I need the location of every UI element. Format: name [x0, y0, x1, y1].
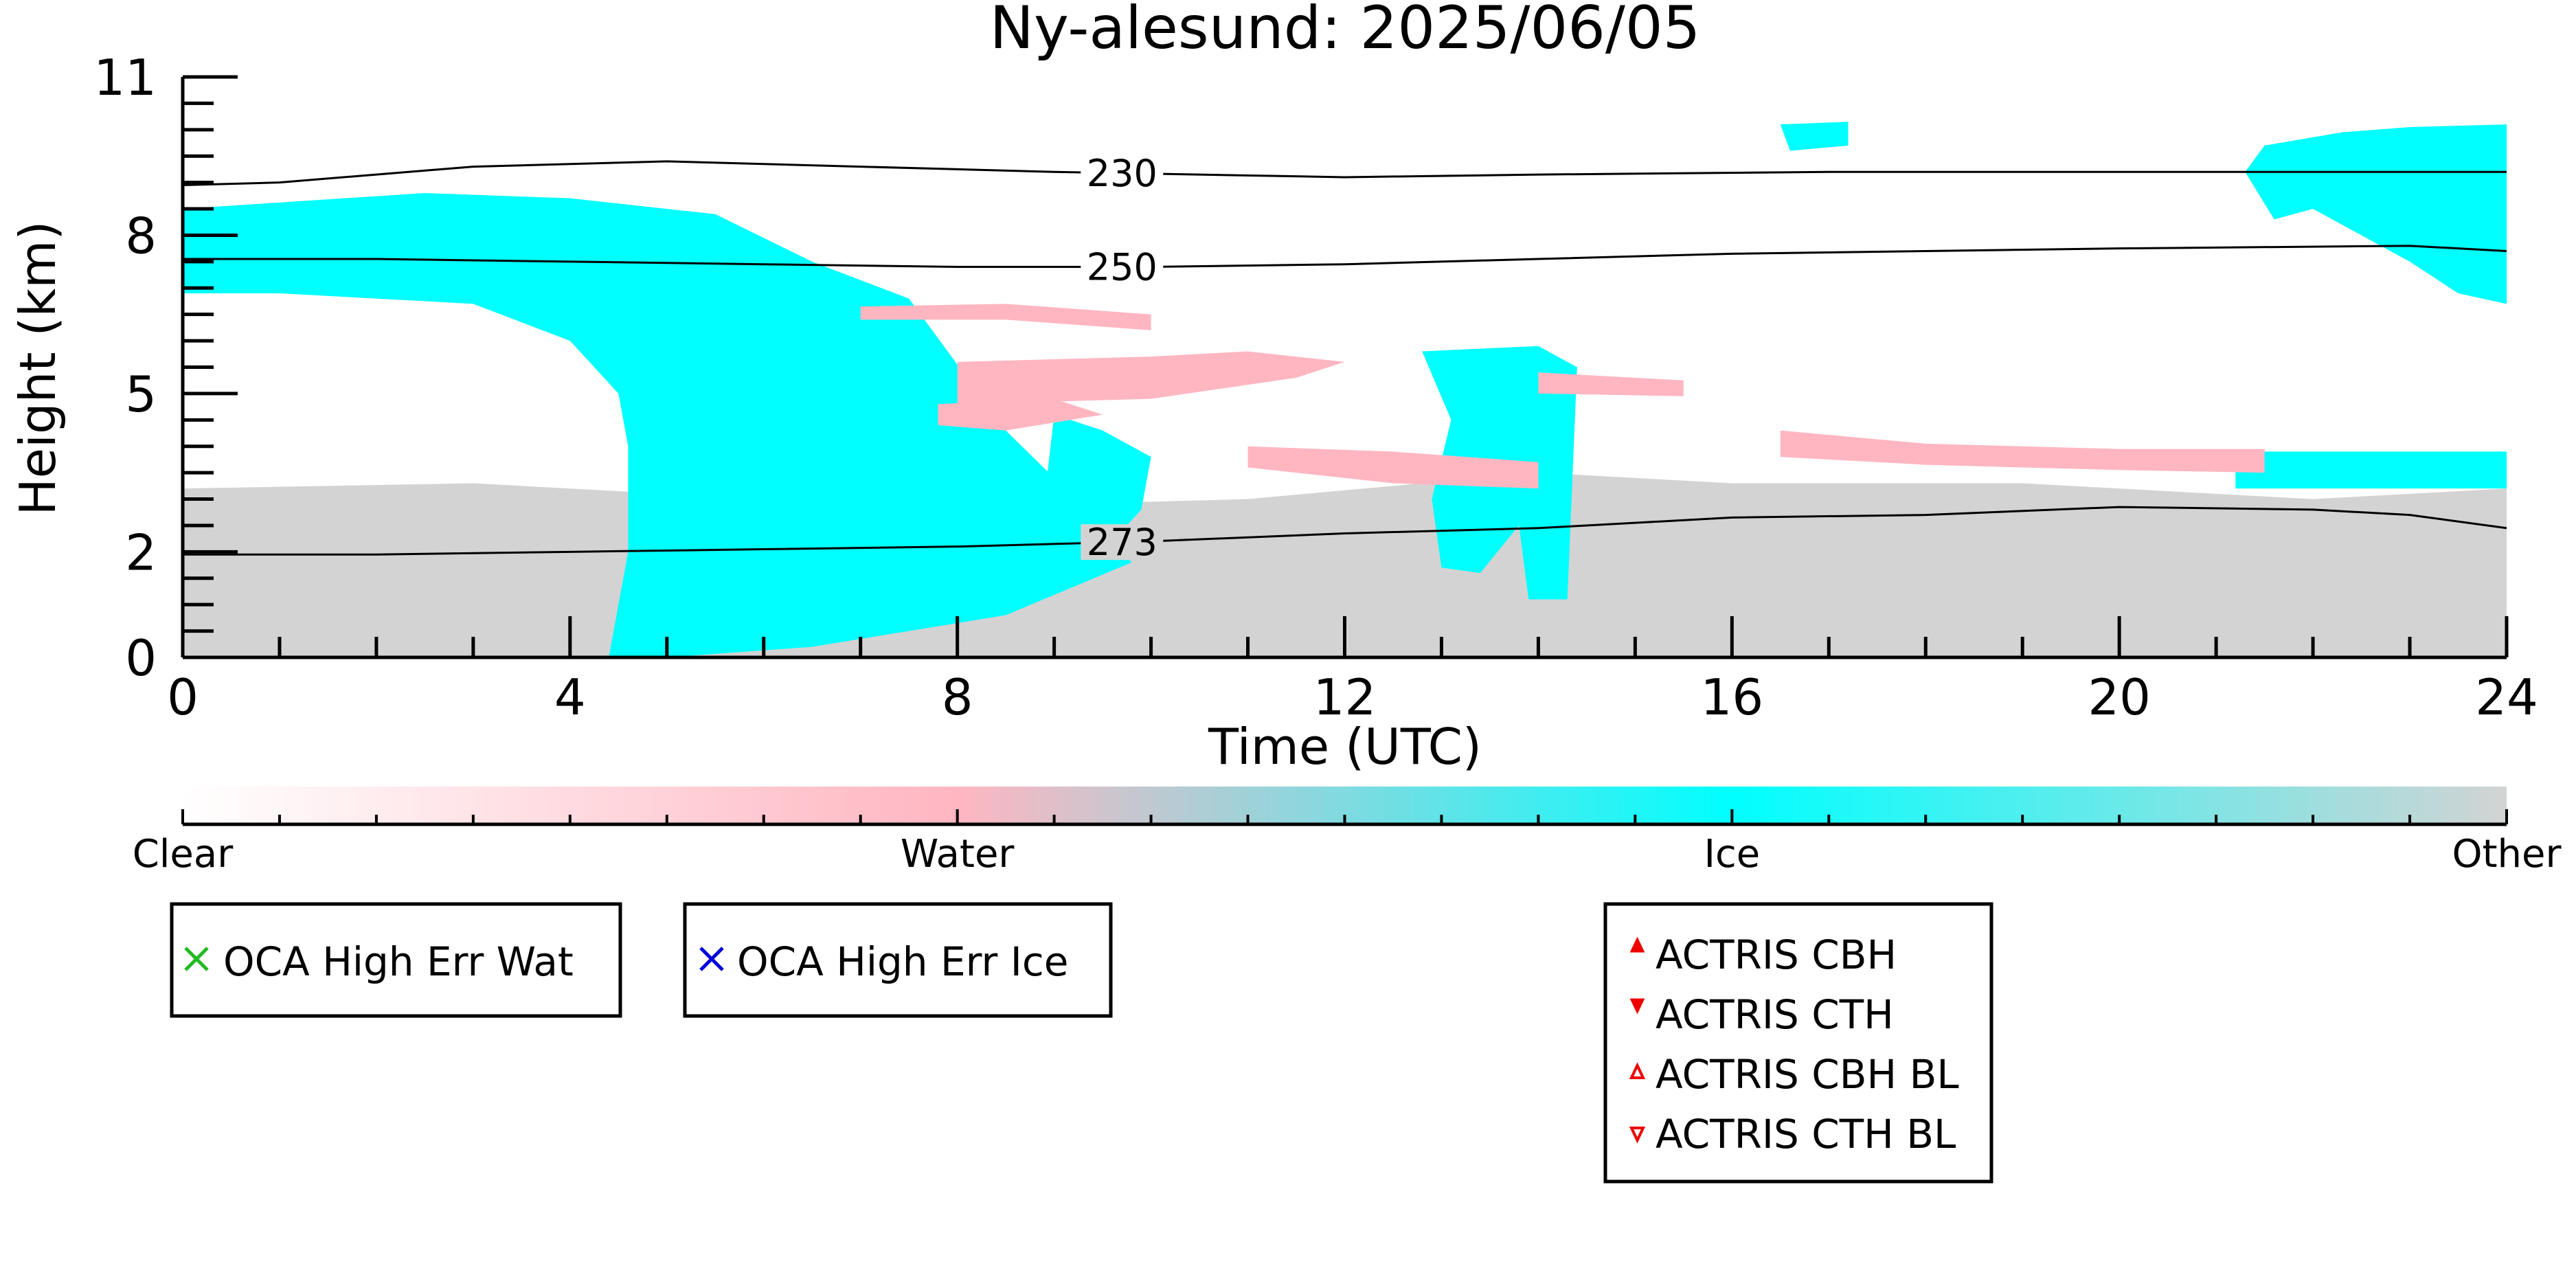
contour-label-bg-230	[1081, 155, 1164, 192]
region-ice-5	[1780, 122, 1849, 151]
contour-label-250: 250	[1087, 246, 1157, 289]
y-tick-label-2: 2	[125, 523, 157, 581]
y-tick-label-5: 5	[125, 365, 157, 423]
legend-oca-ice: OCA High Err Ice	[683, 902, 1113, 1018]
x-tick-label-24: 24	[2475, 668, 2538, 726]
red-triangle-down-filled-icon	[1629, 998, 1645, 1015]
red-triangle-up-filled-icon	[1629, 936, 1645, 953]
colorbar-label-ice: Ice	[1704, 832, 1760, 877]
x-tick-label-16: 16	[1701, 668, 1764, 726]
region-water-11	[1538, 372, 1684, 396]
contour-250	[183, 245, 2507, 269]
axes: 0 4 8 12 16 20 24 0 2 5 8 11	[93, 49, 2538, 726]
chart-title: Ny-alesund: 2025/06/05	[990, 0, 1701, 63]
colorbar-ticks	[181, 809, 2508, 824]
temperature-contours: 230 250 273	[183, 152, 2507, 564]
cloud-classification-layer	[183, 122, 2507, 657]
y-tick-label-8: 8	[125, 207, 157, 264]
colorbar-label-water: Water	[901, 832, 1015, 877]
y-tick-label-0: 0	[125, 629, 157, 687]
contour-label-bg-273	[1081, 524, 1164, 561]
y-axis-label: Height (km)	[9, 221, 67, 516]
colorbar-labels: Clear Water Ice Other	[133, 832, 2562, 877]
contour-label-bg-250	[1081, 249, 1164, 285]
legend-oca-ice-label: OCA High Err Ice	[737, 938, 1068, 985]
y-tick-label-11: 11	[93, 49, 157, 106]
legend-actris-frame	[1603, 902, 1993, 1184]
region-water-9	[938, 398, 1103, 431]
legend-actris-cth-label: ACTRIS CTH	[1656, 991, 1894, 1038]
x-tick-label-0: 0	[167, 668, 199, 726]
region-ice-6	[2235, 451, 2507, 489]
colorbar-label-other: Other	[2452, 832, 2562, 877]
x-tick-label-8: 8	[942, 668, 973, 726]
contour-label-273: 273	[1087, 521, 1157, 564]
legend-oca-water-frame	[170, 902, 622, 1018]
legend-oca-ice-frame	[683, 902, 1113, 1018]
colorbar: Clear Water Ice Other	[133, 787, 2562, 877]
x-tick-label-12: 12	[1313, 668, 1377, 726]
region-water-8	[957, 351, 1345, 405]
region-ice-2	[1044, 414, 1151, 578]
contour-label-230: 230	[1087, 152, 1157, 195]
x-tick-label-20: 20	[2088, 668, 2151, 726]
legend-actris: ACTRIS CBH ACTRIS CTH ACTRIS CBH BL ACTR…	[1603, 902, 1993, 1184]
x-axis-label: Time (UTC)	[1208, 718, 1482, 776]
green-x-marker-icon	[184, 947, 209, 971]
contour-230	[183, 160, 2507, 186]
legend-actris-cbh-bl-label: ACTRIS CBH BL	[1656, 1051, 1959, 1098]
plot-area: 230 250 273	[183, 122, 2507, 657]
blue-x-marker-icon	[699, 947, 724, 971]
legend-oca-water: OCA High Err Wat	[170, 902, 622, 1018]
region-water-7	[860, 304, 1151, 330]
red-triangle-down-open-icon	[1629, 1127, 1646, 1144]
region-water-12	[1780, 430, 2265, 473]
y-ticks: 0 2 5 8 11	[93, 49, 238, 687]
legend-actris-cth-bl-label: ACTRIS CTH BL	[1656, 1111, 1956, 1157]
legend-oca-water-label: OCA High Err Wat	[223, 938, 574, 985]
contour-273	[183, 506, 2507, 556]
x-tick-label-4: 4	[554, 668, 586, 726]
legend-actris-cbh-label: ACTRIS CBH	[1656, 931, 1897, 978]
red-triangle-up-open-icon	[1629, 1062, 1646, 1079]
region-water-10	[1247, 446, 1539, 489]
region-ice-3	[2245, 124, 2507, 304]
colorbar-label-clear: Clear	[133, 832, 234, 877]
x-ticks: 0 4 8 12 16 20 24	[167, 616, 2538, 726]
